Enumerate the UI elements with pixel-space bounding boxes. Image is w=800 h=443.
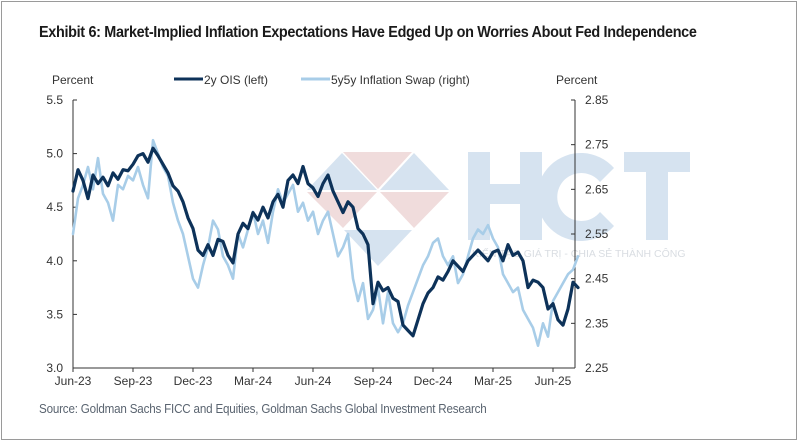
x-tick-label: Sep-24 xyxy=(354,374,393,388)
axes: 3.0 3.5 4.0 4.5 5.0 5.5 2.25 2.35 2.45 2.55 2.65 2.… xyxy=(46,93,608,388)
y-right-label: Percent xyxy=(556,73,598,87)
y-right-tick-label: 2.65 xyxy=(585,182,609,196)
swap-line xyxy=(71,138,580,347)
watermark-tri-2 xyxy=(343,152,412,189)
x-tick-label: Jun-24 xyxy=(295,374,332,388)
watermark-c xyxy=(536,153,614,241)
y-right-tick-label: 2.35 xyxy=(585,316,609,330)
watermark-h-left xyxy=(468,152,490,240)
x-tick-label: Mar-24 xyxy=(234,374,272,388)
y-left-tick-label: 5.0 xyxy=(46,147,63,161)
y-right-tick-label: 2.25 xyxy=(585,361,609,375)
x-tick-label: Jun-25 xyxy=(535,374,572,388)
x-tick-label: Dec-24 xyxy=(414,374,453,388)
watermark-logo: KIẾN TẠO GIÁ TRỊ - CHIA SẺ THÀNH CÔNG xyxy=(307,152,690,266)
chart-title: Exhibit 6: Market-Implied Inflation Expe… xyxy=(39,24,697,41)
y-left-tick-label: 4.0 xyxy=(46,254,63,268)
y-left-tick-label: 3.5 xyxy=(46,307,63,321)
series-5y5y-swap xyxy=(71,138,580,347)
watermark-tagline: KIẾN TẠO GIÁ TRỊ - CHIA SẺ THÀNH CÔNG xyxy=(472,247,686,260)
watermark-t-top xyxy=(624,152,690,172)
x-tick-label: Mar-25 xyxy=(474,374,512,388)
y-right-tick-label: 2.85 xyxy=(585,93,609,107)
watermark-h-right xyxy=(520,152,542,240)
legend-label-ois: 2y OIS (left) xyxy=(204,73,268,87)
x-tick-label: Dec-23 xyxy=(174,374,213,388)
x-tick-label: Jun-23 xyxy=(55,374,92,388)
watermark-t-stem xyxy=(646,170,668,240)
source-note: Source: Goldman Sachs FICC and Equities,… xyxy=(39,402,487,416)
ois-line xyxy=(71,146,580,338)
legend: 2y OIS (left) 5y5y Inflation Swap (right… xyxy=(174,73,470,87)
y-right-tick-label: 2.55 xyxy=(585,227,609,241)
y-left-label: Percent xyxy=(52,73,94,87)
legend-label-swap: 5y5y Inflation Swap (right) xyxy=(331,73,470,87)
series-2y-ois xyxy=(71,146,580,338)
y-right-tick-label: 2.45 xyxy=(585,272,609,286)
y-left-tick-label: 5.5 xyxy=(46,93,63,107)
watermark-tri-3 xyxy=(380,153,449,190)
watermark-tri-6 xyxy=(344,230,412,266)
watermark-h-bar xyxy=(488,184,522,204)
x-tick-label: Sep-23 xyxy=(114,374,153,388)
y-left-tick-label: 3.0 xyxy=(46,361,63,375)
y-left-tick-label: 4.5 xyxy=(46,200,63,214)
watermark-tri-5 xyxy=(380,192,449,228)
y-right-tick-label: 2.75 xyxy=(585,138,609,152)
